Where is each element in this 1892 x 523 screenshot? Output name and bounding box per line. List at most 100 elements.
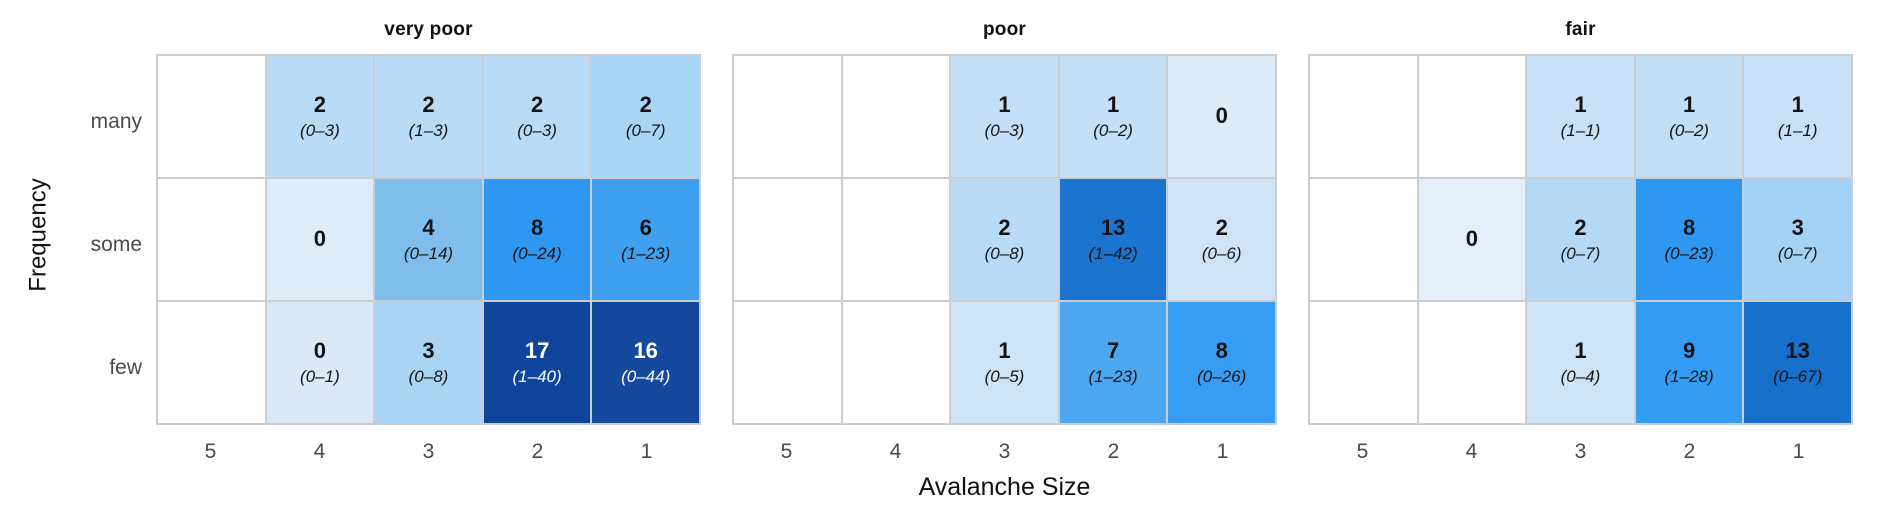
cell-count: 17 [524, 338, 550, 364]
cell-count: 8 [1215, 338, 1228, 364]
facet-title-very-poor: very poor [384, 19, 473, 40]
heatmap-cell-poor-few-x3: 1 (0–5) [951, 302, 1058, 423]
y-axis-title: Frequency [20, 6, 58, 464]
heatmap-cell-very-poor-many-x3: 2 (1–3) [375, 56, 482, 177]
cell-interval: (0–3) [517, 120, 557, 140]
heatmap-cell-poor-some-x2: 13 (1–42) [1059, 179, 1167, 300]
cell-interval: (0–3) [984, 120, 1025, 140]
cell-interval: (0–6) [1201, 243, 1242, 263]
x-axis-title: Avalanche Size [918, 473, 1091, 501]
cell-interval: (1–3) [408, 120, 449, 140]
cell-count: 0 [313, 226, 327, 252]
cell-count: 1 [1682, 92, 1696, 118]
cell-count: 3 [1791, 215, 1804, 241]
cell-count: 13 [1100, 215, 1126, 241]
cell-count: 3 [422, 338, 435, 364]
cell-count: 2 [1574, 215, 1587, 241]
cell-interval: (1–28) [1664, 366, 1714, 386]
heatmap-cell-fair-some-x3: 2 (0–7) [1527, 179, 1634, 300]
x-tick-4: 4 [1465, 440, 1478, 463]
x-tick-3: 3 [422, 440, 435, 463]
heatmap-cell-very-poor-some-x4: 0 [266, 179, 374, 300]
heatmap-cell-fair-few-x3: 1 (0–4) [1527, 302, 1634, 423]
heatmap-grid-poor: 1 (0–3) 1 (0–2) 0 2 (0–8) 13 (1–42) 2 (0–6) 1 (0–5) 7… [732, 54, 1277, 425]
x-tick-2: 2 [1107, 440, 1120, 463]
cell-interval: (0–8) [408, 366, 449, 386]
cell-interval: (0–7) [625, 120, 666, 140]
cell-interval: (0–2) [1669, 120, 1709, 140]
cell-count: 16 [633, 338, 658, 364]
x-tick-1: 1 [1792, 440, 1805, 463]
heatmap-cell-poor-some-x3: 2 (0–8) [951, 179, 1058, 300]
heatmap-cell-poor-few-x2: 7 (1–23) [1059, 302, 1167, 423]
cell-count: 9 [1682, 338, 1696, 364]
heatmap-cell-very-poor-few-x4: 0 (0–1) [266, 302, 374, 423]
x-tick-2: 2 [1683, 440, 1696, 463]
x-axis-title-row: Avalanche Size [156, 464, 1853, 502]
y-axis-title-text: Frequency [25, 178, 53, 292]
heatmap-cell-very-poor-few-x2: 17 (1–40) [483, 302, 591, 423]
x-tick-4: 4 [313, 440, 326, 463]
x-tick-1: 1 [1216, 440, 1229, 463]
heatmap-cell-poor-many-x5 [734, 56, 841, 177]
facet-title-fair: fair [1565, 19, 1596, 40]
cell-interval: (0–23) [1664, 243, 1714, 263]
cell-interval: (1–40) [512, 366, 562, 386]
x-tick-row-very-poor: 5 4 3 2 1 [156, 425, 701, 464]
heatmap-cell-fair-some-x4: 0 [1418, 179, 1526, 300]
x-tick-4: 4 [889, 440, 902, 463]
cell-interval: (0–7) [1777, 243, 1818, 263]
cell-interval: (0–67) [1773, 366, 1823, 386]
cell-count: 6 [639, 215, 652, 241]
heatmap-grid-fair: 1 (1–1) 1 (0–2) 1 (1–1) 0 2 (0–7) 8 (0–23) 3 (0–7) 1(… [1308, 54, 1853, 425]
x-tick-row-fair: 5 4 3 2 1 [1308, 425, 1853, 464]
y-tick-some: some [90, 232, 142, 256]
cell-interval: (1–1) [1560, 120, 1601, 140]
heatmap-cell-fair-few-x1: 13 (0–67) [1744, 302, 1851, 423]
cell-count: 4 [422, 215, 435, 241]
cell-interval: (0–1) [300, 366, 340, 386]
cell-interval: (1–1) [1777, 120, 1818, 140]
cell-count: 2 [313, 92, 327, 118]
cell-count: 8 [530, 215, 544, 241]
heatmap-cell-poor-many-x2: 1 (0–2) [1059, 56, 1167, 177]
heatmap-cell-poor-few-x5 [734, 302, 841, 423]
heatmap-cell-fair-some-x1: 3 (0–7) [1744, 179, 1851, 300]
heatmap-cell-poor-many-x1: 0 [1168, 56, 1275, 177]
x-tick-5: 5 [780, 440, 793, 463]
facet-title-poor: poor [982, 19, 1026, 40]
cell-count: 0 [1215, 103, 1228, 129]
cell-count: 1 [1791, 92, 1804, 118]
cell-count: 8 [1682, 215, 1696, 241]
heatmap-cell-very-poor-some-x5 [158, 179, 265, 300]
heatmap-cell-poor-few-x1: 8 (0–26) [1168, 302, 1275, 423]
cell-count: 1 [998, 92, 1011, 118]
cell-count: 0 [313, 338, 327, 364]
cell-count: 1 [1574, 92, 1587, 118]
y-axis-spacer [58, 6, 142, 60]
heatmap-grid-very-poor: 2 (0–3) 2 (1–3) 2 (0–3) 2 (0–7) 0 4 (0–14) 8 (0–24) 6… [156, 54, 701, 425]
x-tick-5: 5 [204, 440, 217, 463]
heatmap-cell-fair-many-x2: 1 (0–2) [1635, 56, 1743, 177]
x-tick-3: 3 [998, 440, 1011, 463]
cell-count: 1 [1106, 92, 1120, 118]
cell-count: 1 [1574, 338, 1587, 364]
x-tick-5: 5 [1356, 440, 1369, 463]
heatmap-cell-very-poor-many-x5 [158, 56, 265, 177]
cell-count: 2 [1215, 215, 1228, 241]
heatmap-cell-fair-many-x4 [1418, 56, 1526, 177]
cell-count: 0 [1465, 226, 1479, 252]
cell-count: 7 [1106, 338, 1120, 364]
cell-interval: (0–24) [512, 243, 562, 263]
heatmap-cell-very-poor-few-x1: 16 (0–44) [592, 302, 699, 423]
cell-interval: (0–44) [621, 366, 671, 386]
heatmap-cell-fair-many-x1: 1 (1–1) [1744, 56, 1851, 177]
cell-count: 2 [530, 92, 544, 118]
heatmap-cell-poor-some-x5 [734, 179, 841, 300]
cell-count: 13 [1785, 338, 1810, 364]
heatmap-cell-fair-few-x2: 9 (1–28) [1635, 302, 1743, 423]
y-tick-labels: many some few [58, 6, 156, 464]
heatmap-cell-fair-many-x3: 1 (1–1) [1527, 56, 1634, 177]
heatmap-cell-poor-some-x4 [842, 179, 950, 300]
cell-count: 1 [998, 338, 1011, 364]
